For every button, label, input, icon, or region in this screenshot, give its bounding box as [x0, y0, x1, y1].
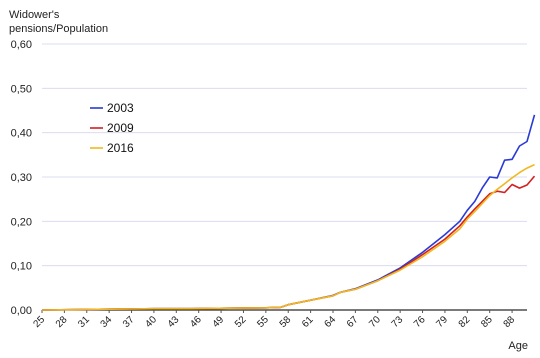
x-tick-label: 76: [412, 314, 428, 330]
y-tick-label: 0,30: [11, 172, 32, 184]
legend-label-2016: 2016: [107, 141, 134, 155]
x-axis-title: Age: [508, 340, 528, 352]
x-tick-label: 40: [143, 314, 159, 330]
x-tick-label: 37: [121, 314, 137, 330]
y-tick-label: 0,40: [11, 128, 32, 140]
x-tick-label: 49: [211, 314, 227, 330]
series-line-2009: [41, 175, 536, 311]
y-tick-label: 0,00: [11, 305, 32, 317]
x-tick-label: 43: [166, 314, 182, 330]
x-tick-label: 70: [367, 314, 383, 330]
x-tick-label: 34: [99, 314, 115, 330]
axes: 0,00 0,10 0,20 0,30 0,40 0,50 0,60 25 28 31 34 37 40…: [11, 39, 527, 330]
series-lines: [41, 114, 536, 311]
x-tick-label: 31: [76, 314, 92, 330]
series-line-2016: [41, 163, 535, 311]
x-tick-label: 46: [188, 314, 204, 330]
x-tick-label: 88: [502, 314, 518, 330]
x-tick-label: 55: [255, 314, 271, 330]
x-tick-label: 25: [31, 314, 47, 330]
x-tick-label: 64: [322, 314, 338, 330]
x-tick-label: 28: [54, 314, 70, 330]
legend: 2003 2009 2016: [90, 101, 134, 155]
x-tick-label: 79: [434, 314, 450, 330]
y-axis-title-line-2: pensions/Population: [9, 23, 109, 35]
y-tick-label: 0,10: [11, 261, 32, 273]
x-tick-label: 61: [300, 314, 316, 330]
y-tick-label: 0,50: [11, 83, 32, 95]
x-tick-label: 52: [233, 314, 249, 330]
gridlines: [42, 43, 527, 267]
legend-label-2009: 2009: [107, 121, 134, 135]
y-axis-title-line-1: Widower's: [9, 9, 60, 21]
x-tick-label: 85: [479, 314, 495, 330]
x-tick-label: 82: [457, 314, 473, 330]
x-tick-label: 58: [278, 314, 294, 330]
x-tick-label: 73: [390, 314, 406, 330]
legend-label-2003: 2003: [107, 101, 134, 115]
x-tick-label: 67: [345, 314, 361, 330]
y-tick-label: 0,20: [11, 216, 32, 228]
y-tick-label: 0,60: [11, 39, 32, 51]
